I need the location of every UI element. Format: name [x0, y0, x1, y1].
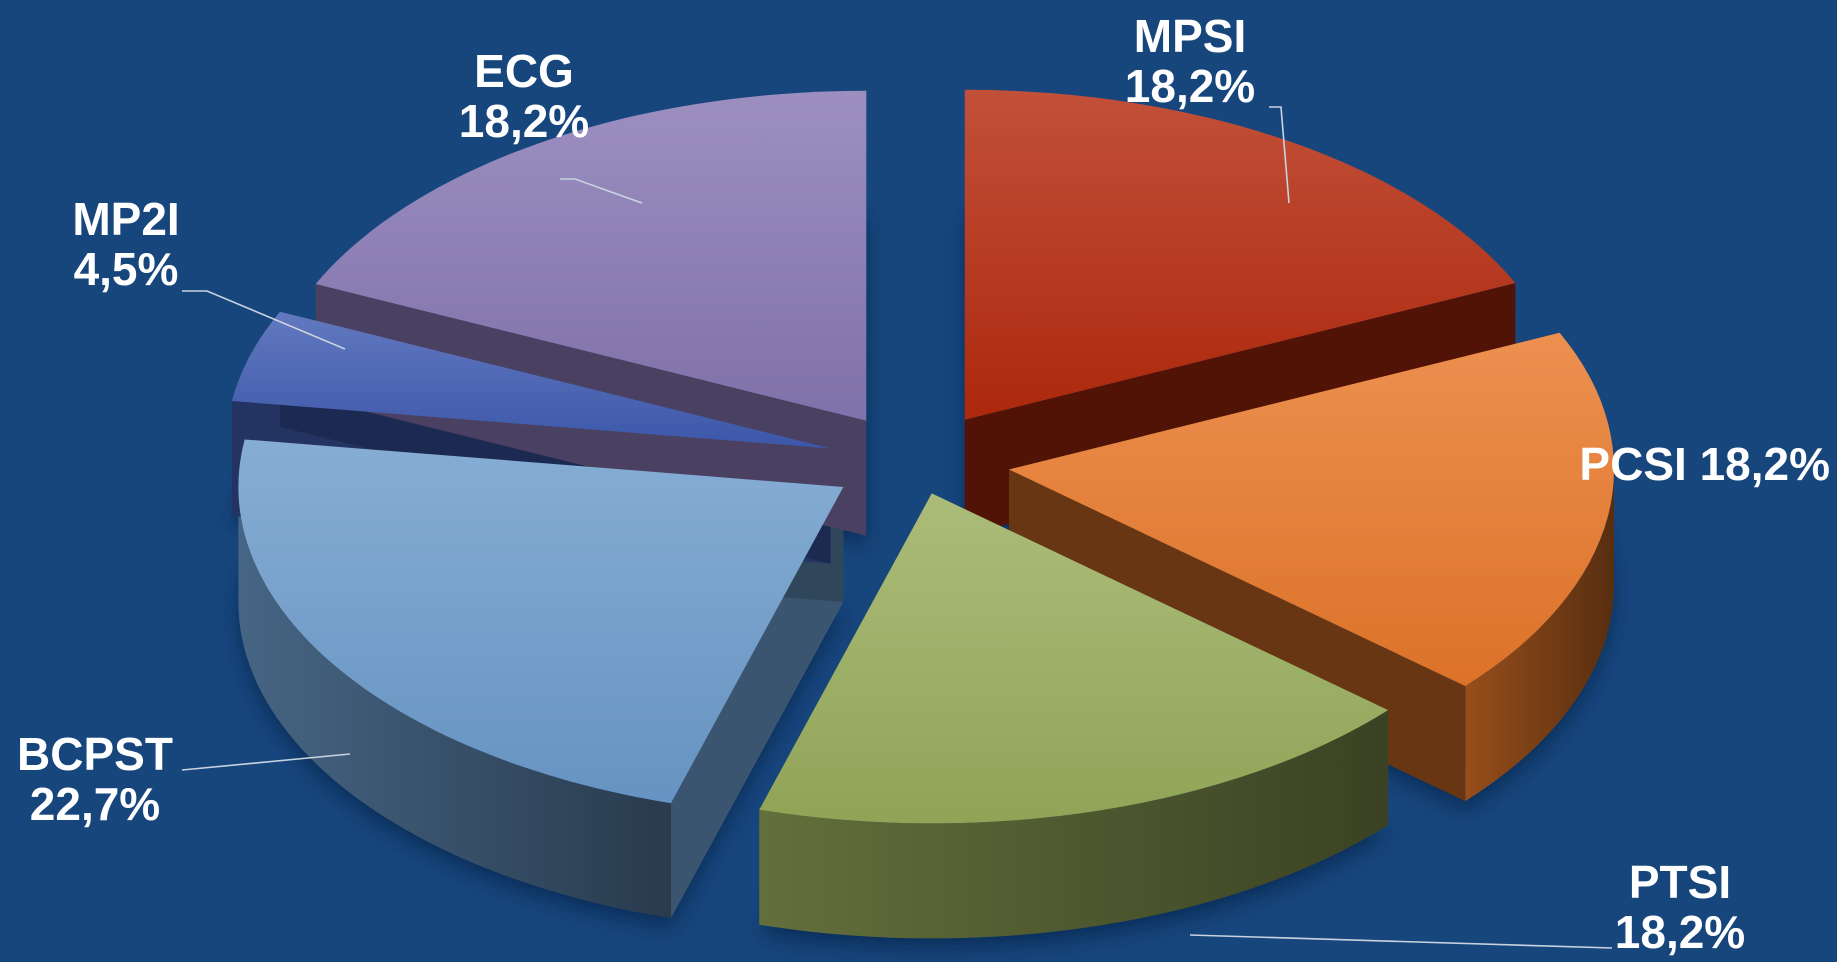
leader-lines: [181, 106, 1613, 949]
slice-mpsi: [964, 89, 1516, 420]
slice-tops: [231, 89, 1615, 824]
data-label-mpsi: MPSI: [1134, 10, 1246, 62]
slice-ecg: [315, 90, 867, 421]
slice-ptsi: [759, 493, 1389, 824]
slice-mp2i: [231, 311, 831, 449]
slice-side-bcpst: [238, 486, 671, 919]
data-label-ptsi: PTSI: [1629, 856, 1731, 908]
data-label-bcpst-value: 22,7%: [30, 778, 160, 830]
slice-side-ptsi: [759, 710, 1389, 939]
data-label-mp2i-value: 4,5%: [74, 243, 179, 295]
data-label-mpsi-value: 18,2%: [1125, 60, 1255, 112]
slice-side-pcsi: [1465, 469, 1615, 802]
leader-line-mpsi: [1269, 106, 1290, 204]
leader-line-bcpst: [181, 753, 351, 771]
data-label-ptsi-value: 18,2%: [1615, 906, 1745, 958]
data-label-bcpst: BCPST: [17, 728, 173, 780]
leader-line-mp2i: [182, 290, 346, 350]
slice-pcsi: [1009, 332, 1615, 687]
data-label-ecg: ECG: [474, 45, 574, 97]
data-label-mp2i: MP2I: [72, 193, 179, 245]
leader-line-ecg: [560, 178, 643, 204]
data-label-ecg-value: 18,2%: [459, 95, 589, 147]
slice-bcpst: [238, 439, 844, 804]
data-label-pcsi: PCSI 18,2%: [1579, 438, 1830, 490]
leader-line-ptsi: [1189, 934, 1613, 949]
